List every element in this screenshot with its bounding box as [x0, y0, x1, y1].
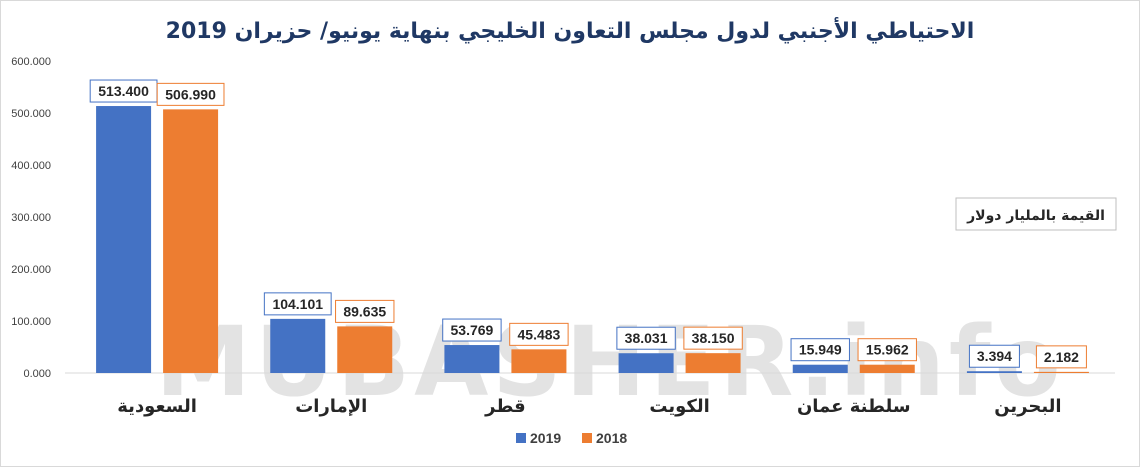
bar-2018 [163, 109, 219, 373]
category-label: سلطنة عمان [797, 396, 911, 417]
data-label: 38.031 [625, 330, 668, 346]
data-label-box [1035, 345, 1087, 369]
y-tick-label: 500.000 [11, 108, 51, 120]
bar-2019 [270, 318, 326, 373]
bar-2018 [1033, 371, 1089, 373]
data-label: 3.394 [977, 348, 1012, 364]
bar-2019 [444, 345, 500, 373]
y-tick-label: 0.000 [23, 368, 51, 380]
bar-2018 [337, 326, 393, 373]
y-tick-label: 400.000 [11, 160, 51, 172]
unit-note: القيمة بالمليار دولار [966, 208, 1105, 224]
bar-2019 [96, 106, 152, 374]
data-label: 15.962 [866, 342, 909, 358]
legend-label-2018: 2018 [596, 430, 627, 446]
y-tick-label: 200.000 [11, 264, 51, 276]
data-label: 45.483 [518, 326, 561, 342]
data-label-box [683, 326, 743, 350]
data-label-box [335, 299, 395, 323]
bar-2019 [966, 371, 1022, 373]
category-label: السعودية [117, 396, 197, 417]
category-label: الإمارات [295, 396, 367, 417]
data-label-box [509, 322, 569, 346]
y-tick-label: 100.000 [11, 316, 51, 328]
data-label-box [616, 326, 676, 350]
data-label: 2.182 [1044, 349, 1079, 365]
data-label: 104.101 [272, 296, 323, 312]
bar-2018 [685, 353, 741, 373]
data-label: 513.400 [98, 83, 149, 99]
category-label: الكويت [649, 396, 710, 417]
bar-2019 [618, 353, 674, 373]
bar-2018 [859, 364, 915, 373]
data-label-box [156, 82, 225, 106]
legend-label-2019: 2019 [530, 430, 561, 446]
legend-swatch-2019 [516, 433, 526, 443]
chart-title: الاحتياطي الأجنبي لدول مجلس التعاون الخل… [166, 16, 975, 44]
data-label-box [263, 292, 332, 316]
data-label-box [857, 338, 917, 362]
data-label: 53.769 [451, 322, 494, 338]
legend-swatch-2018 [582, 433, 592, 443]
data-label: 506.990 [165, 86, 216, 102]
category-label: قطر [484, 396, 526, 417]
y-tick-label: 600.000 [11, 56, 51, 68]
y-tick-label: 300.000 [11, 212, 51, 224]
bar-2018 [511, 349, 567, 373]
category-label: البحرين [994, 396, 1061, 417]
data-label: 15.949 [799, 342, 842, 358]
data-label: 89.635 [343, 303, 386, 319]
data-label-box [968, 344, 1020, 368]
data-label: 38.150 [692, 330, 735, 346]
bar-2019 [792, 364, 848, 373]
data-label-box [790, 338, 850, 362]
data-label-box [442, 318, 502, 342]
unit-note-box [955, 197, 1117, 231]
